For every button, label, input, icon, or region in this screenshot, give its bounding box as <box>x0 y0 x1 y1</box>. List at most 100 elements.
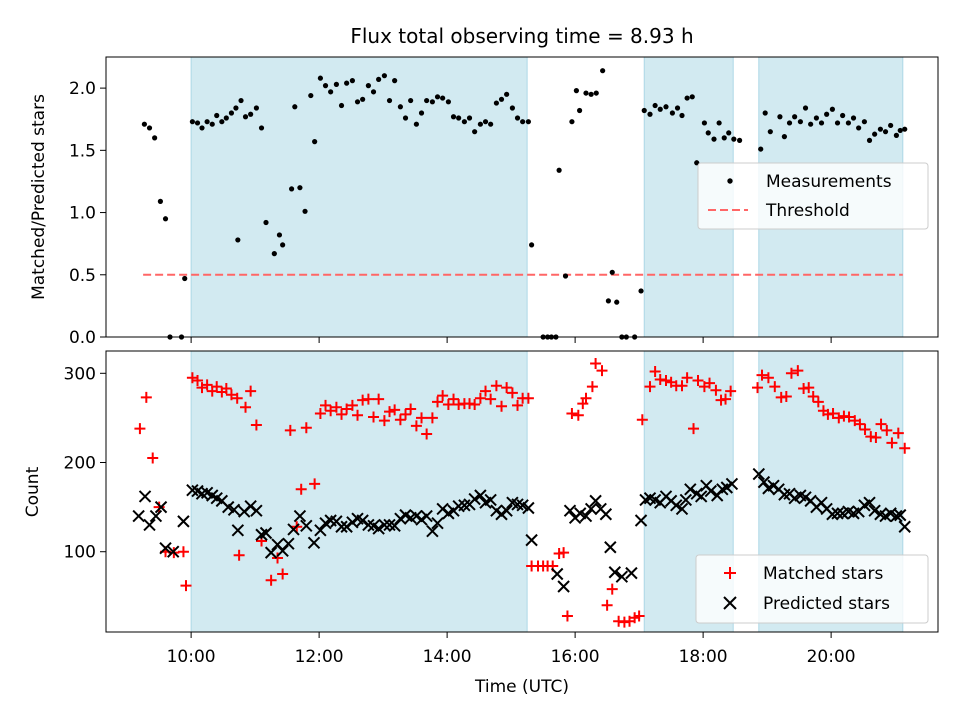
matched-star-point <box>432 396 444 408</box>
measurement-point <box>189 119 195 125</box>
measurement-point <box>308 92 314 99</box>
top-measurement-points <box>141 68 908 340</box>
matched-star-point <box>762 372 774 384</box>
matched-star-point <box>704 377 716 389</box>
predicted-star-point <box>431 516 444 530</box>
predicted-star-point <box>287 523 300 536</box>
matched-star-point <box>596 365 608 377</box>
measurement-point <box>834 120 841 126</box>
measurement-point <box>802 105 809 111</box>
measurement-point <box>711 136 717 142</box>
matched-star-point <box>272 552 284 564</box>
measurement-point <box>360 96 366 102</box>
matched-star-point <box>506 387 518 399</box>
legend-measurements-label: Measurements <box>766 172 892 192</box>
matched-star-point <box>566 407 578 419</box>
measurement-point <box>777 114 783 120</box>
matched-star-point <box>400 408 412 420</box>
measurement-point <box>573 88 580 94</box>
measurement-point <box>866 137 873 143</box>
matched-star-point <box>854 418 866 430</box>
measurement-point <box>354 99 361 105</box>
predicted-star-point <box>500 504 513 517</box>
matched-star-point <box>220 382 232 394</box>
matched-star-point <box>284 424 296 436</box>
top-axes: 0.00.51.01.52.0 Matched/Predicted stars … <box>29 56 939 348</box>
measurement-point <box>674 105 681 111</box>
measurement-point <box>556 167 562 173</box>
matched-star-point <box>416 412 428 424</box>
measurement-point <box>509 105 515 111</box>
measurement-point <box>882 129 889 135</box>
legend-matched-label: Matched stars <box>763 564 883 584</box>
bottom-x-tick-label: 12:00 <box>295 647 344 667</box>
matched-star-point <box>780 390 792 402</box>
predicted-star-point <box>694 490 708 503</box>
measurement-point <box>840 112 846 119</box>
matched-star-point <box>843 411 855 423</box>
measurement-point <box>577 107 583 114</box>
top-y-tick-label: 1.5 <box>69 141 96 161</box>
matched-star-point <box>277 568 289 580</box>
matched-star-point <box>373 393 385 405</box>
measurement-point <box>434 94 441 100</box>
bottom-x-tick-label: 10:00 <box>167 647 216 667</box>
measurement-point <box>238 97 244 104</box>
measurement-point <box>562 273 569 279</box>
predicted-star-point <box>675 502 689 516</box>
measurement-point <box>493 100 499 106</box>
measurement-point <box>289 186 295 192</box>
measurement-point <box>397 104 403 110</box>
measurement-point <box>461 119 467 125</box>
matched-star-point <box>859 424 871 436</box>
predicted-star-point <box>550 567 564 581</box>
measurement-point <box>657 106 663 112</box>
matched-star-point <box>875 418 887 430</box>
measurement-point <box>141 121 147 127</box>
matched-star-point <box>636 414 648 426</box>
measurement-point <box>381 73 387 79</box>
measurement-point <box>758 146 764 152</box>
measurement-point <box>182 275 188 282</box>
top-observing-windows <box>190 56 904 338</box>
matched-star-point <box>134 423 146 435</box>
measurement-point <box>781 134 788 140</box>
measurement-point <box>569 119 575 125</box>
measurement-point <box>792 114 798 120</box>
top-legend: Measurements Threshold <box>697 162 929 230</box>
bottom-legend-box <box>695 554 929 624</box>
matched-star-point <box>485 393 497 405</box>
measurement-point <box>322 83 329 89</box>
top-y-axis-label: Matched/Predicted stars <box>29 94 49 300</box>
measurement-point <box>897 127 903 134</box>
matched-star-point <box>153 501 165 513</box>
predicted-star-point <box>608 566 622 579</box>
measurement-point <box>152 135 158 141</box>
measurement-point <box>312 139 318 145</box>
top-y-ticks: 0.0 0.5 1.0 1.5 2.0 <box>69 79 106 348</box>
measurement-point <box>679 112 685 119</box>
predicted-star-point <box>159 541 172 555</box>
matched-star-point <box>336 408 348 420</box>
matched-star-point <box>681 372 693 384</box>
measurement-point <box>450 114 457 120</box>
matched-star-point <box>660 374 672 386</box>
measurement-point <box>376 76 382 82</box>
matched-star-point <box>752 382 764 394</box>
measurement-point <box>731 136 737 142</box>
matched-star-point <box>649 366 661 378</box>
legend-predicted-marker <box>723 596 737 610</box>
matched-star-point <box>225 389 237 401</box>
measurement-point <box>349 78 355 84</box>
measurement-point <box>514 115 521 121</box>
predicted-star-point <box>378 518 391 532</box>
matched-star-point <box>512 399 524 411</box>
measurement-point <box>199 125 205 131</box>
predicted-star-point <box>149 509 163 523</box>
top-x-ticks <box>190 337 832 343</box>
bottom-axes-frame <box>105 350 939 633</box>
measurement-point <box>605 298 612 304</box>
measurement-point <box>808 121 814 127</box>
predicted-star-point <box>634 514 648 527</box>
measurement-point <box>583 90 589 96</box>
